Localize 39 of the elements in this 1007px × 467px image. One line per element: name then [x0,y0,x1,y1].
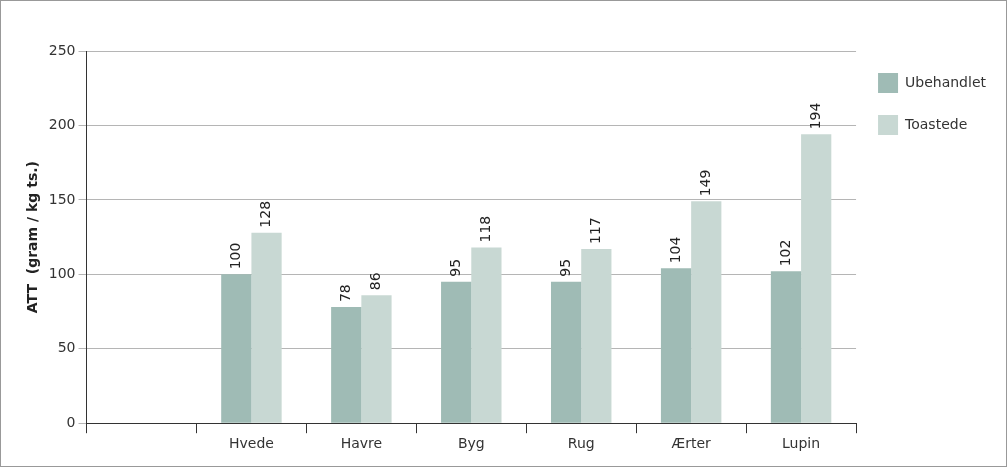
x-tick-label: Hvede [228,435,274,452]
bar [441,281,472,423]
data-label: 86 [367,272,384,291]
x-tick-label: Lupin [782,435,821,452]
y-tick-label: 0 [66,413,76,430]
data-label: 95 [446,258,463,277]
bar [691,201,722,423]
bar [331,307,362,423]
bar [471,247,502,423]
data-label: 149 [696,169,713,197]
x-tick-label: Rug [567,435,595,452]
data-label: 95 [556,258,573,277]
x-tick-label: Havre [340,435,383,452]
y-tick-label: 50 [57,339,76,356]
bar [361,295,392,423]
data-label: 100 [226,242,243,270]
y-tick-label: 100 [48,264,76,281]
legend-label: Ubehandlet [905,73,987,90]
data-label: 194 [806,102,823,130]
data-label: 118 [477,215,494,243]
y-tick-label: 250 [48,41,76,58]
data-label: 117 [586,217,603,245]
bar [801,134,832,423]
y-tick-label: 200 [48,116,76,133]
bar [550,281,582,423]
x-tick-label: Ærter [671,435,712,452]
bar [581,249,612,423]
data-label: 102 [776,239,793,267]
data-label: 128 [257,200,274,228]
bar [221,274,252,423]
data-label: 104 [666,236,683,264]
legend-label: Toastede [904,115,968,132]
bar [251,232,282,423]
bar [660,268,692,423]
x-tick-label: Byg [457,435,485,452]
data-label: 78 [336,284,353,303]
y-axis-title: ATT (gram / kg ts.) [24,161,41,314]
y-tick-label: 150 [48,190,76,207]
bar [770,271,802,423]
